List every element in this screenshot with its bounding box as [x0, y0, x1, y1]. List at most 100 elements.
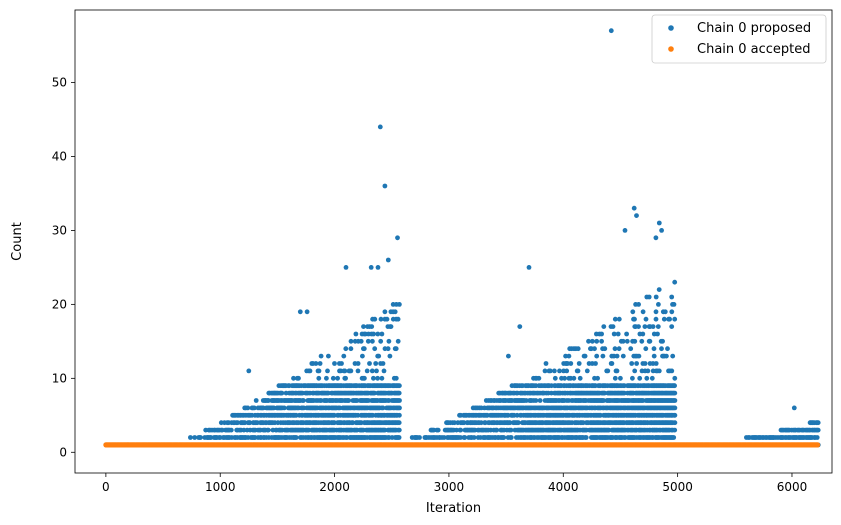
proposed-point [621, 390, 627, 396]
proposed-point [672, 375, 678, 381]
proposed-point [624, 338, 630, 344]
proposed-point [370, 338, 375, 344]
proposed-point [608, 28, 614, 34]
proposed-point [343, 375, 348, 381]
proposed-point [602, 390, 607, 396]
x-axis-ticks: 0 1000 2000 3000 4000 5000 6000 [102, 473, 807, 494]
proposed-point [568, 361, 574, 366]
proposed-point [507, 420, 513, 426]
y-axis-ticks: 0 10 20 30 40 50 [52, 75, 75, 459]
proposed-point [346, 398, 352, 403]
x-tick-label: 1000 [205, 480, 236, 494]
proposed-point [501, 435, 507, 440]
proposed-point [360, 353, 365, 359]
proposed-point [653, 309, 659, 315]
proposed-point [318, 353, 324, 359]
proposed-point [632, 368, 638, 374]
proposed-point [542, 368, 548, 374]
proposed-point [547, 368, 553, 374]
proposed-point [646, 294, 652, 300]
proposed-point [397, 412, 402, 418]
proposed-point [672, 383, 677, 389]
proposed-point [584, 368, 590, 374]
proposed-point [369, 324, 375, 329]
proposed-point [325, 368, 330, 374]
proposed-point [616, 346, 622, 352]
proposed-point [576, 361, 582, 366]
proposed-point [575, 346, 581, 352]
proposed-point [396, 420, 402, 426]
proposed-point [339, 361, 344, 366]
proposed-point [537, 398, 543, 403]
proposed-point [380, 405, 386, 411]
proposed-point [316, 368, 322, 374]
proposed-point [355, 368, 361, 374]
proposed-point [653, 361, 659, 366]
proposed-point [651, 353, 657, 359]
proposed-point [656, 287, 662, 292]
proposed-point [367, 361, 372, 366]
proposed-point [313, 361, 319, 366]
proposed-point [307, 368, 313, 374]
proposed-point [637, 375, 643, 381]
proposed-point [371, 375, 376, 381]
proposed-point [602, 346, 608, 352]
proposed-point [634, 213, 639, 219]
proposed-point [605, 368, 611, 374]
proposed-point [462, 435, 468, 440]
proposed-point [590, 338, 595, 344]
proposed-point [642, 324, 648, 329]
proposed-point [317, 361, 323, 366]
proposed-point [281, 405, 287, 411]
proposed-point [326, 353, 331, 359]
proposed-point [380, 361, 386, 366]
proposed-point [655, 331, 660, 337]
y-tick-label: 10 [52, 371, 67, 385]
proposed-point [643, 346, 649, 352]
proposed-point [586, 338, 591, 344]
proposed-point [671, 435, 677, 440]
x-tick-label: 4000 [548, 480, 579, 494]
proposed-point [670, 353, 676, 359]
proposed-point [441, 435, 447, 440]
proposed-point [395, 338, 401, 344]
proposed-point [612, 316, 618, 322]
proposed-point [395, 316, 401, 322]
proposed-point [661, 316, 667, 322]
proposed-point [653, 235, 659, 241]
proposed-point [361, 324, 366, 329]
proposed-point [382, 183, 388, 189]
proposed-point [241, 427, 247, 433]
proposed-point [296, 375, 301, 381]
y-tick-label: 30 [52, 223, 67, 237]
proposed-point [628, 346, 634, 352]
proposed-point [350, 420, 356, 426]
proposed-point [458, 435, 463, 440]
proposed-point [358, 338, 364, 344]
proposed-point [636, 302, 641, 307]
proposed-point [368, 265, 374, 270]
proposed-point [614, 368, 620, 374]
accepted-point [815, 442, 821, 448]
proposed-point [612, 375, 618, 381]
proposed-point [610, 324, 616, 329]
proposed-point [397, 398, 402, 403]
proposed-point [593, 361, 598, 366]
proposed-point [644, 375, 650, 381]
proposed-point [452, 420, 457, 426]
proposed-point [671, 302, 677, 307]
proposed-point [379, 331, 385, 337]
proposed-point [630, 375, 635, 381]
proposed-point [378, 338, 384, 344]
proposed-point [478, 420, 484, 426]
proposed-point [458, 427, 464, 433]
proposed-point [381, 368, 387, 374]
proposed-point [814, 435, 820, 440]
proposed-point [508, 435, 514, 440]
proposed-point [577, 375, 583, 381]
proposed-point [392, 309, 398, 315]
proposed-point [393, 375, 399, 381]
proposed-point [631, 205, 637, 211]
x-tick-label: 3000 [434, 480, 465, 494]
